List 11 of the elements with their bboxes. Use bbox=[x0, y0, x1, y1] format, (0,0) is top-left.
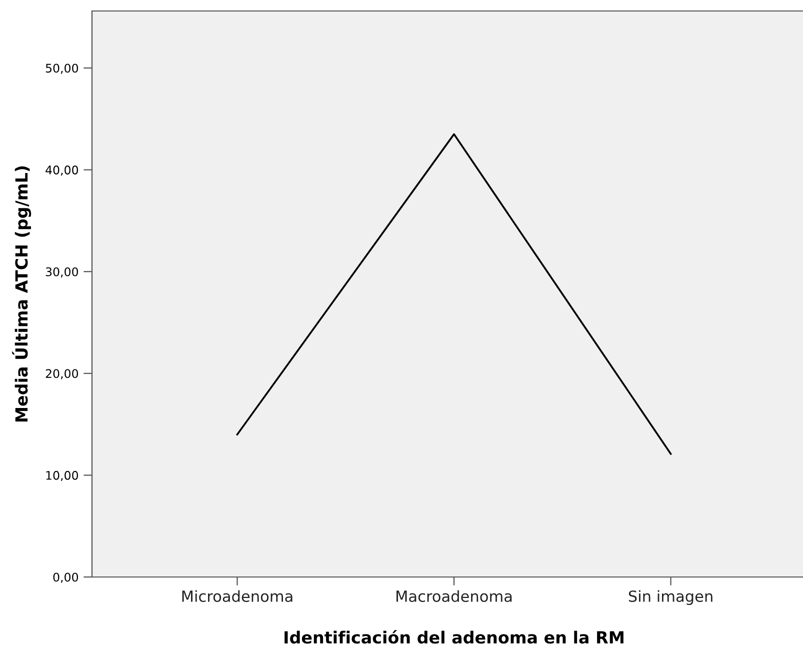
x-axis-title: Identificación del adenoma en la RM bbox=[284, 630, 624, 644]
x-tick-label: Sin imagen bbox=[628, 590, 712, 605]
x-tick-label: Microadenoma bbox=[182, 590, 292, 602]
y-tick-label: 40,00 bbox=[46, 166, 78, 176]
y-tick-label: 0,00 bbox=[53, 572, 78, 583]
y-tick-label: 20,00 bbox=[46, 369, 78, 380]
y-axis-title: Media Última ATCH (pg/mL) bbox=[12, 166, 32, 422]
y-tick-label: 50,00 bbox=[46, 64, 78, 74]
x-tick-label: Macroadenoma bbox=[396, 590, 512, 602]
y-tick-label: 10,00 bbox=[46, 470, 78, 482]
y-tick-label: 30,00 bbox=[46, 267, 78, 278]
